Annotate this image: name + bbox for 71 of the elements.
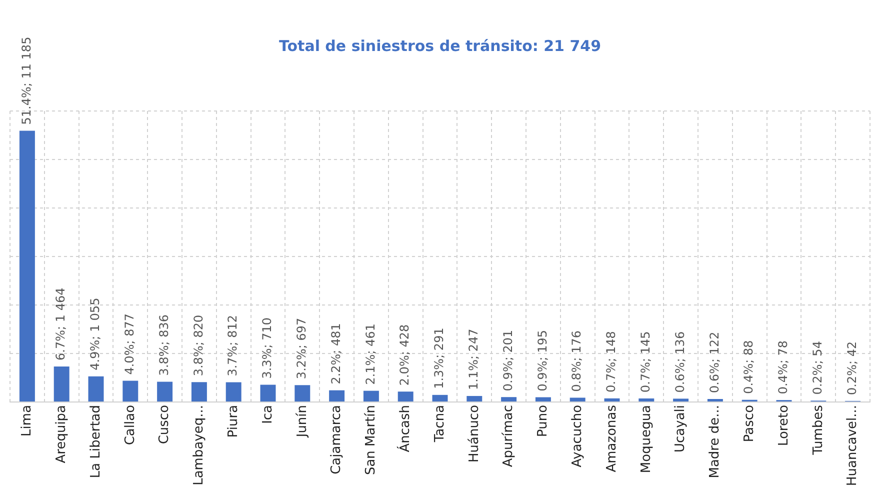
data-label: 0.2%; 54 xyxy=(810,341,825,395)
data-label: 3.8%; 836 xyxy=(156,314,171,376)
x-tick-label: Puno xyxy=(536,404,551,438)
x-tick-label: Madre de... xyxy=(708,404,723,478)
bar xyxy=(122,380,138,402)
data-label: 0.2%; 42 xyxy=(844,341,859,395)
x-tick-label: Cusco xyxy=(157,404,172,444)
data-label: 4.0%; 877 xyxy=(122,313,137,375)
chart-title: Total de siniestros de tránsito: 21 749 xyxy=(278,36,602,55)
x-tick-label: Huancavel... xyxy=(845,404,860,486)
x-tick-label: La Libertad xyxy=(88,404,104,478)
bar xyxy=(432,394,448,402)
x-tick-label: Moquegua xyxy=(638,404,654,474)
bar xyxy=(638,398,654,402)
x-tick-label: Callao xyxy=(122,404,138,446)
x-tick-label: Huánuco xyxy=(466,404,482,463)
bar xyxy=(294,385,310,402)
data-label: 0.8%; 176 xyxy=(570,330,584,392)
x-tick-label: Pasco xyxy=(742,404,757,442)
bar xyxy=(501,397,517,402)
x-tick-label: Áncash xyxy=(396,404,413,452)
x-tick-label: Ucayali xyxy=(673,404,688,452)
x-tick-label: Ica xyxy=(260,404,276,424)
data-label: 2.2%; 481 xyxy=(328,323,343,384)
data-label: 0.6%; 136 xyxy=(672,331,687,393)
data-label: 0.9%; 201 xyxy=(500,330,515,392)
data-label: 3.2%; 697 xyxy=(294,318,309,380)
data-label: 0.4%; 88 xyxy=(742,340,756,394)
x-tick-label: Ayacucho xyxy=(570,404,585,468)
data-label: 4.9%; 1 055 xyxy=(88,298,102,370)
bar xyxy=(54,366,70,402)
data-label: 2.0%; 428 xyxy=(398,324,412,386)
bar xyxy=(466,396,482,402)
bar xyxy=(570,398,586,402)
x-tick-label: Tacna xyxy=(432,404,448,444)
x-tick-label: Arequipa xyxy=(54,404,69,464)
bar xyxy=(226,382,242,402)
data-label: 3.7%; 812 xyxy=(226,315,240,376)
data-label: 1.1%; 247 xyxy=(466,328,481,390)
x-tick-label: Cajamarca xyxy=(329,404,344,474)
data-label: 51.4%; 11 185 xyxy=(19,36,34,125)
data-label: 0.7%; 148 xyxy=(604,331,618,392)
bar xyxy=(398,392,414,402)
data-label: 2.1%; 461 xyxy=(363,324,378,385)
bar xyxy=(191,382,207,402)
x-tick-label: Piura xyxy=(226,404,241,438)
x-tick-label: Apurímac xyxy=(501,404,516,468)
data-label: 3.3%; 710 xyxy=(260,318,274,379)
bar xyxy=(673,398,689,402)
x-tick-label: Loreto xyxy=(776,404,792,446)
x-tick-label: Junín xyxy=(294,404,310,438)
bar xyxy=(260,384,276,402)
bar xyxy=(329,390,345,402)
bar xyxy=(88,376,104,402)
data-label: 0.4%; 78 xyxy=(776,340,790,394)
x-tick-label: Tumbes xyxy=(810,404,826,456)
data-label: 0.6%; 122 xyxy=(707,332,722,394)
data-label: 3.8%; 820 xyxy=(191,314,206,376)
data-label: 6.7%; 1 464 xyxy=(54,288,68,360)
bar xyxy=(363,390,379,402)
bar xyxy=(604,398,620,402)
x-tick-label: Amazonas xyxy=(604,404,620,472)
data-label: 0.9%; 195 xyxy=(535,330,550,392)
bar xyxy=(19,130,35,402)
x-tick-label: San Martín xyxy=(364,404,379,476)
data-label: 0.7%; 145 xyxy=(638,331,653,392)
x-tick-label: Lima xyxy=(20,404,35,436)
bar xyxy=(535,397,551,402)
bar xyxy=(157,382,173,402)
x-tick-label: Lambayeq... xyxy=(192,404,207,486)
data-label: 1.3%; 291 xyxy=(432,328,446,389)
